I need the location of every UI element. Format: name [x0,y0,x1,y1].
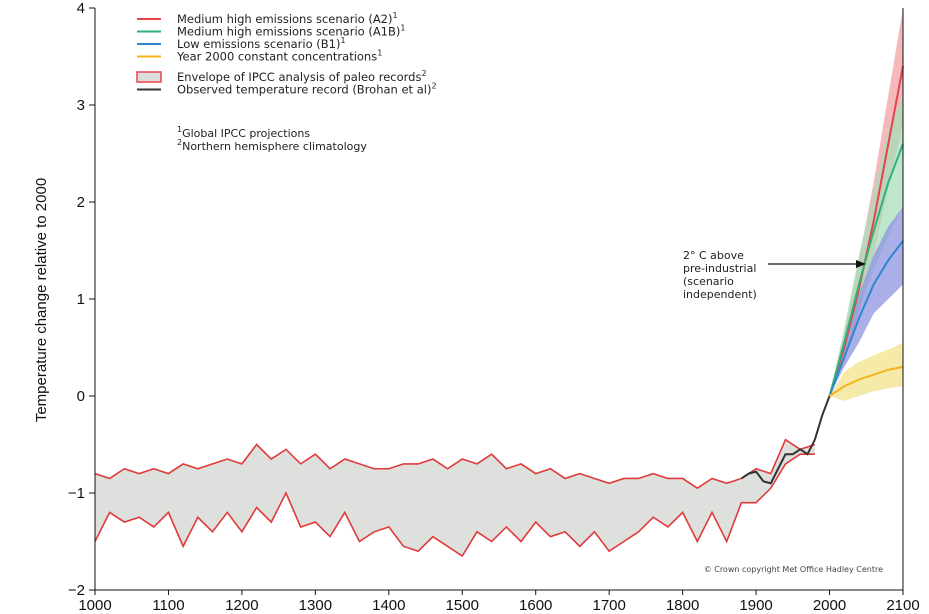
x-tick-label: 1500 [446,597,479,614]
footnote-sup: 2 [177,138,182,147]
y-tick-label: 4 [77,0,85,17]
legend-label-0: Medium high emissions scenario (A2)1 [177,11,398,26]
annotation-line-2: (scenario [683,275,734,288]
legend-label-5: Observed temperature record (Brohan et a… [177,82,437,97]
footnote-sup: 1 [177,125,182,134]
legend-sup: 1 [400,24,405,33]
series-line-0 [740,395,831,485]
legend-swatch-4 [136,71,162,83]
annotation-line-0: 2° C above [683,249,744,262]
legend: Medium high emissions scenario (A2)1Medi… [136,11,437,153]
envelope-fill [95,439,815,557]
legend-label-1: Medium high emissions scenario (A1B)1 [177,24,405,39]
x-tick-label: 2100 [886,597,919,614]
axes [89,7,904,595]
y-tick-label: −2 [68,582,85,599]
y-tick-label: 2 [77,194,85,211]
copyright-note: © Crown copyright Met Office Hadley Cent… [704,565,883,574]
footnote-text: Northern hemisphere climatology [182,140,367,153]
annotation-line-3: independent) [683,288,757,301]
paleo-envelope [94,438,816,558]
x-tick-label: 1900 [739,597,772,614]
x-tick-label: 1400 [372,597,405,614]
legend-sup: 1 [377,49,382,58]
series-line-4 [828,365,904,397]
x-tick-label: 1100 [152,597,184,614]
legend-label-2: Low emissions scenario (B1)1 [177,36,346,51]
footnote-1: 2Northern hemisphere climatology [177,138,367,153]
projection-bands [829,8,903,401]
series-lines [740,66,904,485]
y-axis-label: Temperature change relative to 2000 [33,178,50,422]
footnote-0: 1Global IPCC projections [177,125,310,140]
legend-label-3: Year 2000 constant concentrations1 [176,49,382,64]
legend-sup: 1 [340,36,345,45]
x-tick-label: 1700 [592,597,625,614]
annotation-arrowhead [855,260,866,268]
x-tick-label: 2000 [813,597,846,614]
footnote-text: Global IPCC projections [182,127,310,140]
annotation-line-1: pre-industrial [683,262,756,275]
y-tick-label: 3 [77,97,85,114]
x-tick-label: 1300 [299,597,332,614]
legend-sup: 2 [421,69,426,78]
legend-label-4: Envelope of IPCC analysis of paleo recor… [177,69,427,84]
y-tick-label: 0 [77,388,85,405]
x-tick-label: 1800 [666,597,699,614]
x-tick-label: 1000 [78,597,111,614]
x-tick-label: 1200 [225,597,258,614]
envelope-upper-line [94,438,816,490]
series-line-2 [828,143,904,397]
annotation: 2° C abovepre-industrial(scenarioindepen… [683,249,866,301]
legend-sup: 2 [431,82,436,91]
band-4 [829,342,903,401]
legend-sup: 1 [393,11,398,20]
band-2 [829,95,903,397]
series-line-3 [828,240,904,397]
y-tick-label: −1 [68,485,85,502]
x-tick-label: 1600 [519,597,552,614]
envelope-lower-line [94,453,815,558]
y-tick-label: 1 [77,291,85,308]
